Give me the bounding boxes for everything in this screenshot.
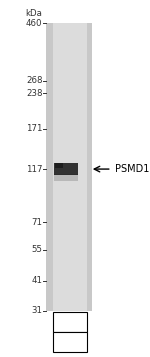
Text: 41: 41 — [32, 276, 42, 285]
Bar — [55, 163, 63, 168]
Text: 71: 71 — [32, 218, 42, 227]
Bar — [53, 332, 87, 352]
Text: 268: 268 — [26, 76, 42, 85]
Text: 117: 117 — [26, 165, 42, 174]
Text: 460: 460 — [26, 19, 42, 28]
Text: 171: 171 — [26, 124, 42, 133]
Text: 55: 55 — [32, 245, 42, 254]
Text: 238: 238 — [26, 89, 42, 98]
Text: PSMD1: PSMD1 — [115, 164, 150, 174]
Text: M: M — [66, 337, 75, 347]
Text: 50: 50 — [64, 317, 77, 327]
Text: kDa: kDa — [26, 9, 42, 18]
Bar — [54, 174, 78, 181]
Bar — [54, 164, 78, 175]
Text: 31: 31 — [32, 306, 42, 315]
Bar — [53, 312, 87, 332]
